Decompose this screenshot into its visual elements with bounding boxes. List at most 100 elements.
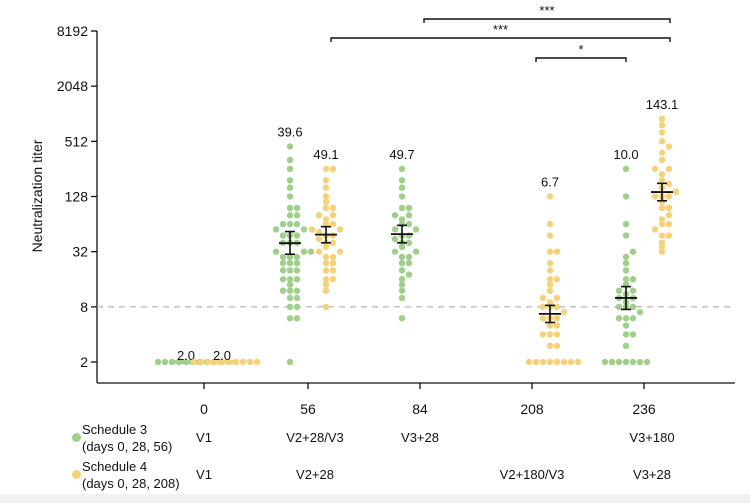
y-tick-label: 2048	[57, 78, 88, 94]
data-point	[651, 193, 659, 200]
legend-name-schedule-3: Schedule 3	[82, 422, 148, 437]
x-tick-label: 84	[412, 401, 428, 417]
data-point	[322, 220, 330, 228]
data-point	[658, 232, 666, 239]
data-point	[286, 294, 294, 302]
data-point	[272, 248, 280, 255]
legend-name-schedule-4: Schedule 4	[82, 459, 148, 474]
data-point	[658, 216, 666, 223]
data-point	[322, 165, 330, 173]
data-point	[615, 287, 623, 294]
data-point	[546, 232, 554, 239]
data-point	[329, 259, 337, 267]
data-point	[293, 259, 301, 267]
data-point	[322, 303, 330, 311]
y-tick-label: 8	[80, 299, 88, 315]
legend-row-schedule-3: Schedule 3 (days 0, 28, 56) V1 V2+28/V3 …	[0, 421, 750, 461]
data-point	[665, 193, 673, 200]
data-point	[546, 267, 554, 274]
data-point	[622, 267, 630, 274]
data-point	[286, 143, 294, 150]
gmt-value-label: 49.7	[389, 147, 414, 162]
data-point	[553, 315, 561, 322]
bottom-strip	[0, 494, 750, 503]
data-point	[398, 281, 406, 288]
data-point	[293, 287, 301, 294]
data-point	[658, 177, 666, 184]
data-point	[546, 331, 554, 338]
data-point	[322, 216, 330, 223]
data-point	[315, 235, 323, 243]
y-tick-label: 2	[80, 354, 88, 370]
data-point	[329, 276, 337, 283]
data-point	[622, 276, 630, 283]
data-point	[405, 212, 413, 219]
data-point	[286, 184, 294, 191]
x-tick-label: 0	[200, 401, 208, 417]
data-point	[315, 248, 323, 255]
data-point	[629, 303, 637, 311]
data-point	[622, 322, 630, 329]
data-point	[539, 315, 547, 322]
data-point	[293, 267, 301, 274]
data-point	[553, 331, 561, 338]
data-point	[629, 331, 637, 338]
legend-dot-schedule-3	[72, 433, 81, 442]
data-point	[560, 358, 568, 366]
x-tick-label: 208	[520, 401, 544, 417]
data-point	[643, 358, 651, 366]
y-tick-label: 512	[65, 133, 89, 149]
significance-bracket	[423, 18, 671, 23]
data-point	[553, 294, 561, 302]
data-point	[286, 287, 294, 294]
gmt-value-label: 49.1	[313, 147, 338, 162]
data-point	[405, 259, 413, 267]
data-point	[629, 287, 637, 294]
data-point	[622, 232, 630, 239]
data-point	[398, 204, 406, 212]
data-point	[622, 253, 630, 261]
data-point	[615, 303, 623, 311]
data-point	[272, 226, 280, 233]
data-point	[658, 204, 666, 212]
data-point	[398, 193, 406, 200]
data-point	[658, 129, 666, 136]
significance-label: ***	[539, 3, 554, 18]
visit-label: V1	[196, 467, 212, 482]
data-point	[279, 220, 287, 228]
data-point	[398, 259, 406, 267]
data-point	[286, 204, 294, 212]
data-point	[546, 298, 554, 306]
data-point	[322, 184, 330, 191]
y-tick-label: 32	[72, 244, 88, 260]
data-point	[658, 220, 666, 228]
data-point	[560, 308, 568, 316]
data-point	[553, 303, 561, 311]
data-point	[246, 358, 254, 366]
data-point	[391, 226, 399, 233]
data-point	[391, 212, 399, 219]
data-point	[553, 358, 561, 366]
data-point	[322, 193, 330, 200]
visit-label: V3+180	[629, 430, 675, 445]
data-point	[658, 121, 666, 129]
data-point	[532, 358, 540, 366]
data-point	[665, 204, 673, 212]
data-point	[539, 358, 547, 366]
data-point	[293, 303, 301, 311]
x-tick-label: 236	[632, 401, 656, 417]
y-axis-title: Neutralization titer	[29, 139, 45, 252]
legend-days-schedule-3: (days 0, 28, 56)	[82, 439, 173, 454]
data-point	[286, 253, 294, 261]
visit-label: V2+180/V3	[499, 467, 565, 482]
visit-label: V3+28	[633, 467, 671, 482]
data-point	[293, 294, 301, 302]
data-point	[293, 220, 301, 228]
data-point	[293, 204, 301, 212]
gmt-value-label: 2.0	[213, 348, 231, 363]
data-point	[329, 253, 337, 261]
data-point	[405, 239, 413, 246]
data-point	[405, 253, 413, 261]
data-point	[665, 220, 673, 228]
data-point	[300, 248, 308, 255]
